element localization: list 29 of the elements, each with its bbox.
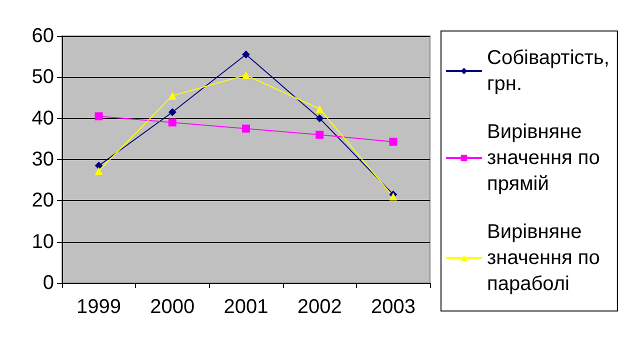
point	[389, 192, 398, 201]
x-tick-label: 2002	[297, 296, 342, 318]
y-tick-label: 50	[32, 66, 54, 88]
point	[168, 118, 176, 126]
point	[242, 50, 250, 59]
y-tick-label: 10	[32, 230, 54, 253]
x-tick-label: 2003	[370, 296, 416, 318]
x-tick-label: 1999	[76, 296, 122, 318]
point	[168, 92, 176, 100]
y-tick-label: 0	[42, 272, 54, 294]
point	[168, 108, 176, 116]
point	[316, 114, 324, 122]
legend-label: Вирівняне значення по параболі	[487, 221, 600, 295]
point	[316, 130, 324, 139]
point	[242, 124, 250, 133]
point	[389, 138, 398, 146]
point	[242, 71, 250, 80]
point	[94, 162, 103, 170]
point	[94, 167, 103, 176]
point	[94, 112, 103, 120]
legend-label: Вирівняне значення по прямій	[487, 121, 600, 195]
x-tick-label: 2001	[224, 296, 268, 318]
y-tick-label: 30	[32, 148, 54, 170]
point	[316, 104, 324, 113]
y-tick-label: 60	[32, 25, 54, 47]
y-tick-label: 40	[32, 107, 54, 130]
y-tick-label: 20	[32, 190, 54, 212]
legend-label: Собівартість, грн.	[487, 47, 610, 95]
x-tick-label: 2000	[150, 296, 195, 318]
